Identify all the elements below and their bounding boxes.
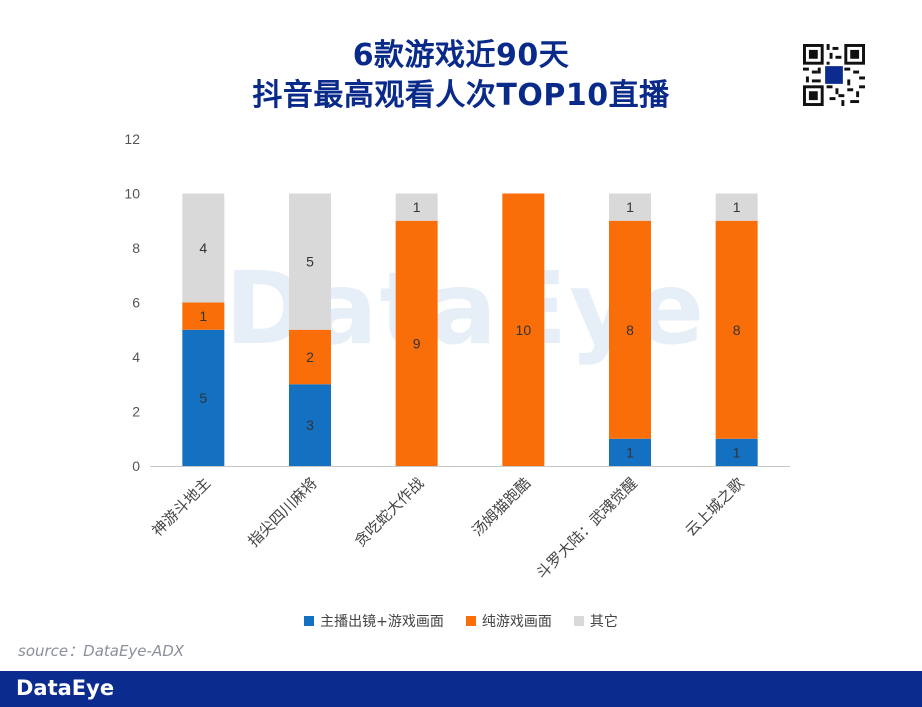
bar-segment <box>715 438 758 466</box>
data-label: 1 <box>733 444 741 460</box>
footer-bar: DataEye <box>0 671 922 707</box>
bar-segment <box>395 220 438 466</box>
category-label: 贪吃蛇大作战 <box>351 474 427 550</box>
data-label: 1 <box>626 444 634 460</box>
data-label: 1 <box>626 199 634 215</box>
legend-label: 主播出镜+游戏画面 <box>320 614 444 630</box>
category-label: 神游斗地主 <box>148 474 214 540</box>
y-tick-label: 8 <box>132 240 140 256</box>
y-tick-label: 2 <box>132 404 140 420</box>
category-label: 斗罗大陆：武魂觉醒 <box>533 474 641 582</box>
bar-segment <box>395 193 438 221</box>
chart-title: 6款游戏近90天 抖音最高观看人次TOP10直播 <box>0 36 922 116</box>
data-label: 1 <box>733 199 741 215</box>
qr-code-icon <box>803 44 865 106</box>
bar-segment <box>289 329 331 385</box>
y-tick-label: 0 <box>132 458 140 474</box>
legend-item: 纯游戏画面 <box>465 611 552 631</box>
legend: 主播出镜+游戏画面 纯游戏画面 其它 <box>0 611 922 631</box>
bar-segment <box>182 302 225 330</box>
bar-segment <box>609 193 651 221</box>
category-label: 汤姆猫跑酷 <box>468 474 534 540</box>
legend-label: 纯游戏画面 <box>481 614 552 630</box>
title-line-1: 6款游戏近90天 <box>352 38 570 73</box>
bar-segment <box>182 193 225 303</box>
y-tick-label: 10 <box>124 186 140 202</box>
data-label: 4 <box>199 240 207 256</box>
title-line-2: 抖音最高观看人次TOP10直播 <box>252 78 670 113</box>
legend-item: 其它 <box>573 611 618 631</box>
data-label: 10 <box>516 322 532 338</box>
data-label: 8 <box>626 322 634 338</box>
data-label: 1 <box>413 199 421 215</box>
footer-logo: DataEye <box>16 676 115 700</box>
bar-segment <box>289 384 331 466</box>
legend-item: 主播出镜+游戏画面 <box>304 611 444 631</box>
y-tick-label: 4 <box>132 349 140 365</box>
legend-swatch <box>304 616 315 626</box>
bar-segment <box>609 220 651 439</box>
data-label: 5 <box>199 390 207 406</box>
legend-swatch <box>573 616 584 626</box>
category-label: 云上城之歌 <box>682 474 748 540</box>
bar-segment <box>609 438 651 466</box>
y-tick-label: 12 <box>124 131 140 147</box>
bar-segment <box>715 220 758 439</box>
data-label: 9 <box>413 335 421 351</box>
data-label: 2 <box>306 349 314 365</box>
source-note: source：DataEye-ADX <box>18 642 185 660</box>
category-label: 指尖四川麻将 <box>244 474 320 550</box>
data-label: 8 <box>733 322 741 338</box>
bar-segment <box>715 193 758 221</box>
legend-label: 其它 <box>589 614 618 630</box>
data-label: 1 <box>199 308 207 324</box>
bar-segment <box>182 329 225 466</box>
legend-swatch <box>465 616 476 626</box>
bar-segment <box>289 193 331 330</box>
bar-segment <box>502 193 545 466</box>
y-tick-label: 6 <box>132 295 140 311</box>
data-label: 3 <box>306 417 314 433</box>
data-label: 5 <box>306 254 314 270</box>
